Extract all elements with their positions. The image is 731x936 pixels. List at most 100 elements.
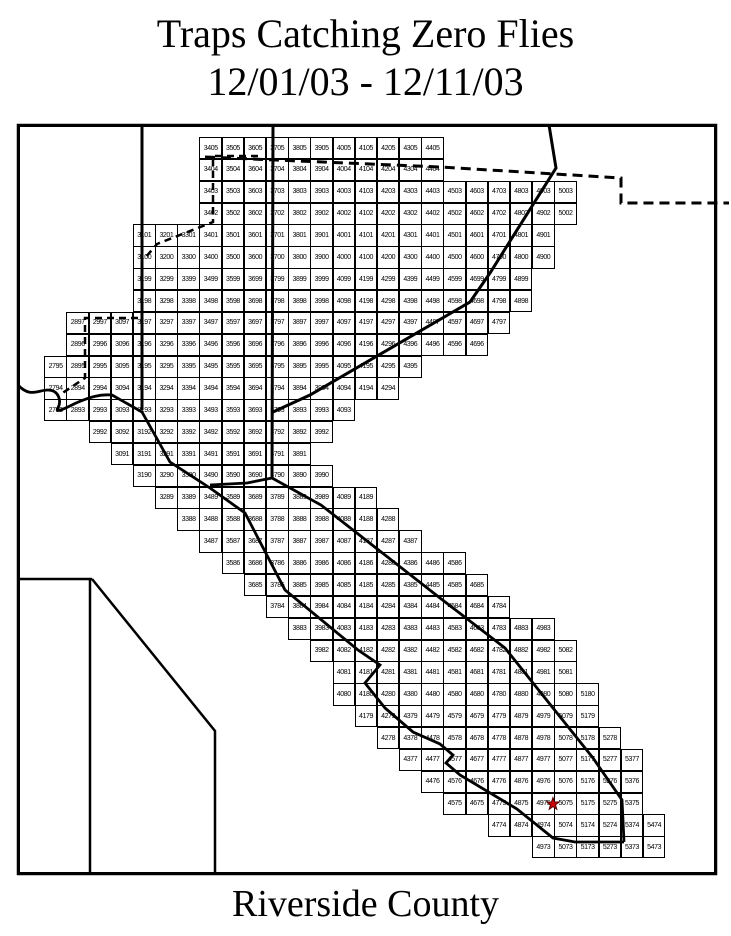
grid-cell: 4877: [509, 748, 533, 772]
grid-cell: 3899: [288, 268, 311, 291]
grid-cell: 4781: [487, 661, 511, 684]
grid-cell: 4385: [399, 574, 422, 597]
grid-cell: 3903: [310, 180, 333, 203]
grid-cell: 3901: [310, 224, 333, 247]
grid-cell: 3505: [221, 137, 245, 160]
grid-cell: 5377: [620, 748, 644, 772]
grid-cell: 3793: [266, 399, 289, 422]
grid-cell: 4002: [332, 202, 356, 225]
grid-cell: 3788: [266, 508, 289, 531]
grid-cell: 3599: [221, 268, 245, 291]
grid-cell: 2793: [44, 399, 67, 422]
grid-cell: 4082: [332, 639, 356, 662]
grid-cell: 4302: [399, 202, 422, 225]
grid-cell: 4496: [421, 333, 444, 356]
grid-cell: 3886: [288, 552, 311, 575]
grid-cell: 4782: [487, 639, 511, 662]
grid-cell: 5080: [554, 683, 577, 706]
grid-cell: 4680: [465, 683, 489, 706]
grid-cell: 5276: [598, 770, 622, 793]
grid-cell: 4189: [354, 486, 378, 509]
grid-cell: 4883: [509, 617, 533, 640]
grid-cell: 4284: [376, 595, 400, 619]
grid-cell: 4778: [487, 726, 511, 750]
grid-cell: 4479: [421, 705, 444, 728]
grid-cell: 4004: [332, 158, 356, 182]
grid-cell: 3895: [288, 355, 311, 378]
grid-cell: 4500: [443, 246, 466, 269]
grid-cell: 3100: [132, 246, 156, 269]
grid-cell: 4283: [376, 617, 400, 640]
grid-cell: 5275: [598, 792, 622, 815]
grid-cell: 4095: [332, 355, 356, 378]
grid-cell: 3996: [310, 333, 333, 356]
grid-cell: 5179: [576, 705, 599, 728]
grid-cell: 4484: [421, 595, 444, 619]
grid-cell: 3298: [155, 289, 178, 313]
grid-cell: 3595: [221, 355, 245, 378]
grid-cell: 4085: [332, 574, 356, 597]
grid-cell: 4678: [465, 726, 489, 750]
grid-cell: 3295: [155, 355, 178, 378]
grid-cell: 4875: [509, 792, 533, 815]
grid-cell: 4399: [399, 268, 422, 291]
grid-cell: 4083: [332, 617, 356, 640]
grid-cell: 4902: [532, 202, 555, 225]
grid-cell: 4974: [532, 814, 555, 837]
grid-cell: 4395: [399, 355, 422, 378]
grid-cell: 3900: [310, 246, 333, 269]
grid-cell: 3804: [288, 158, 311, 182]
grid-cell: 4477: [421, 748, 444, 772]
grid-cell: 4703: [487, 180, 511, 203]
grid-cell: 3394: [177, 377, 200, 400]
grid-cell: 3893: [288, 399, 311, 422]
county-label: Riverside County: [231, 883, 500, 925]
grid-cell: 3894: [288, 377, 311, 400]
grid-cell: 4482: [421, 639, 444, 662]
grid-cell: 2995: [88, 355, 112, 378]
grid-cell: 4400: [421, 246, 444, 269]
grid-cell: 4976: [532, 770, 555, 793]
grid-cell: 4195: [354, 355, 378, 378]
grid-cell: 4288: [376, 508, 400, 531]
grid-cell: 3297: [155, 311, 178, 335]
grid-cell: 3193: [132, 399, 156, 422]
grid-cell: 3703: [266, 180, 289, 203]
grid-cell: 3299: [155, 268, 178, 291]
grid-cell: 4579: [443, 705, 466, 728]
grid-cell: 4286: [376, 552, 400, 575]
grid-cell: 4102: [354, 202, 378, 225]
grid-cell: 3096: [110, 333, 134, 356]
grid-cell: 4801: [509, 224, 533, 247]
grid-cell: 3591: [221, 442, 245, 466]
grid-cell: 3790: [266, 464, 289, 488]
grid-cell: 5079: [554, 705, 577, 728]
grid-cell: 3191: [132, 442, 156, 466]
grid-cell: 3496: [199, 333, 223, 356]
grid-cell: 3201: [155, 224, 178, 247]
grid-cell: 4901: [532, 224, 555, 247]
grid-cell: 4181: [354, 661, 378, 684]
grid-cell: 4898: [509, 289, 533, 313]
grid-cell: 3883: [288, 617, 311, 640]
grid-cell: 4979: [532, 705, 555, 728]
grid-cell: 4981: [532, 661, 555, 684]
grid-cell: 4696: [465, 333, 489, 356]
grid-cell: 5002: [554, 202, 577, 225]
grid-cell: 3892: [288, 421, 311, 444]
grid-cell: 4476: [421, 770, 444, 793]
grid-cell: 3797: [266, 311, 289, 335]
grid-cell: 3397: [177, 311, 200, 335]
grid-cell: 3501: [221, 224, 245, 247]
grid-cell: 4577: [443, 748, 466, 772]
grid-cell: 5081: [554, 661, 577, 684]
grid-cell: 3685: [243, 574, 267, 597]
grid-cell: 4774: [487, 814, 511, 837]
grid-cell: 4297: [376, 311, 400, 335]
grid-cell: 2794: [44, 377, 67, 400]
grid-cell: 5474: [642, 814, 666, 837]
grid-cell: 4285: [376, 574, 400, 597]
grid-cell: 4685: [465, 574, 489, 597]
grid-cell: 4088: [332, 508, 356, 531]
grid-cell: 4586: [443, 552, 466, 575]
